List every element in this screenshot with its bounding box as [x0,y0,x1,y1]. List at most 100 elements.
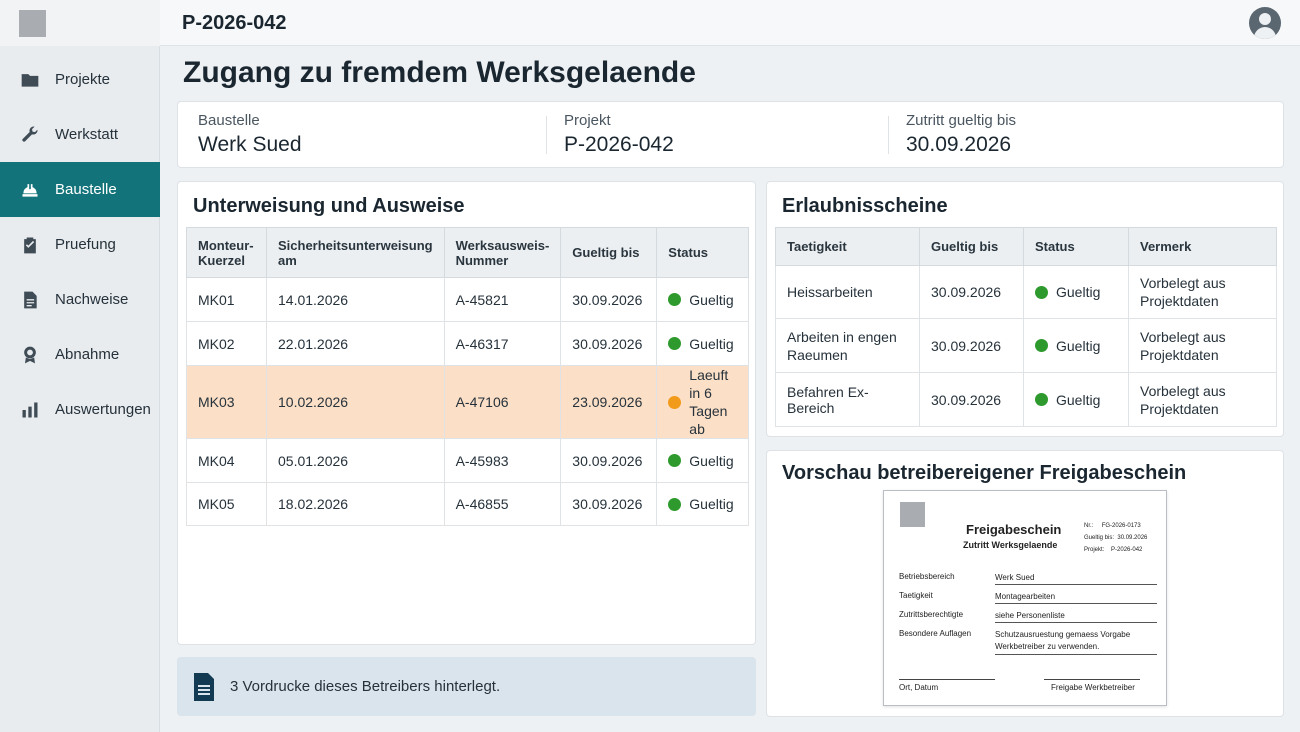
clipboard-check-icon [24,237,36,253]
field-line [995,603,1157,604]
template-notice: 3 Vordrucke dieses Betreibers hinterlegt… [177,657,756,716]
page-title: Zugang zu fremdem Werksgelaende [183,56,696,89]
field-label: Taetigkeit [899,591,933,600]
status-text: Gueltig [689,291,734,308]
status-text: Gueltig [689,452,734,469]
table-row-warning[interactable]: MK03 10.02.2026 A-47106 23.09.2026 Laeuf… [186,365,749,439]
meta-label: Projekt: [1084,547,1105,553]
meta-label: Gueltig bis: [1084,535,1115,541]
document-meta-row: Gueltig bis: 30.09.2026 [1084,535,1147,541]
status-dot-icon [668,337,682,350]
cell-ausweis: A-45821 [443,277,562,322]
table-row[interactable]: MK04 05.01.2026 A-45983 30.09.2026 Guelt… [186,438,749,483]
sidebar-item-label: Werkstatt [55,126,119,143]
cell-kuerzel: MK03 [186,365,267,439]
field-label: Besondere Auflagen [899,629,972,638]
table-row[interactable]: MK01 14.01.2026 A-45821 30.09.2026 Guelt… [186,277,749,322]
avatar[interactable] [1249,7,1281,39]
folder-icon [21,73,39,87]
sidebar-item-werkstatt[interactable]: Werkstatt [0,107,160,162]
column-header[interactable]: Gueltig bis [560,227,658,278]
sidebar-item-nachweise[interactable]: Nachweise [0,272,160,327]
avatar-body-icon [1254,27,1276,39]
cell-status: Gueltig [1023,372,1129,427]
table-row[interactable]: MK02 22.01.2026 A-46317 30.09.2026 Guelt… [186,321,749,366]
info-value: 30.09.2026 [906,133,1012,156]
table-row[interactable]: Befahren Ex-Bereich 30.09.2026 Gueltig V… [775,372,1277,427]
top-bar: P-2026-042 [160,0,1300,46]
table-header-row: Taetigkeit Gueltig bis Status Vermerk [775,227,1277,266]
meta-value: 30.09.2026 [1117,535,1148,541]
sidebar-nav: Projekte Werkstatt Baustelle Pruefung Na… [0,52,160,437]
divider [546,116,547,154]
bar-chart-icon [22,402,38,417]
status-dot-icon [1035,393,1048,406]
cell-gueltig: 30.09.2026 [560,438,658,483]
info-label: Projekt [564,112,611,129]
field-value: siehe Personenliste [995,611,1065,620]
sidebar-item-projekte[interactable]: Projekte [0,52,160,107]
sidebar-item-label: Abnahme [55,346,120,363]
sidebar-item-abnahme[interactable]: Abnahme [0,327,160,382]
field-line [995,654,1157,655]
meta-value: FG-2026-0173 [1101,523,1141,529]
cell-unterweisung: 05.01.2026 [266,438,445,483]
cell-kuerzel: MK02 [186,321,267,366]
field-label: Betriebsbereich [899,572,955,581]
cell-gueltig: 30.09.2026 [919,265,1024,319]
info-value: Werk Sued [198,133,302,156]
document-icon [24,291,37,308]
table-row[interactable]: MK05 18.02.2026 A-46855 30.09.2026 Guelt… [186,482,749,526]
column-header[interactable]: Gueltig bis [919,227,1024,266]
table-header-row: Monteur-Kuerzel Sicherheitsunterweisung … [186,227,749,278]
cell-unterweisung: 22.01.2026 [266,321,445,366]
info-value: P-2026-042 [564,133,674,156]
cell-kuerzel: MK04 [186,438,267,483]
cell-gueltig: 30.09.2026 [919,318,1024,373]
sidebar-item-label: Projekte [55,71,111,88]
document-meta-row: Nr.: FG-2026-0173 [1084,523,1141,529]
column-header[interactable]: Status [656,227,749,278]
column-header[interactable]: Vermerk [1128,227,1277,266]
status-text: Gueltig [689,335,734,352]
sidebar-item-pruefung[interactable]: Pruefung [0,217,160,272]
sidebar-item-label: Nachweise [55,291,129,308]
column-header[interactable]: Monteur-Kuerzel [186,227,267,278]
project-id: P-2026-042 [182,12,287,34]
status-dot-icon [1035,285,1048,299]
document-preview[interactable]: Freigabeschein Zutritt Werksgelaende Nr.… [883,490,1167,706]
cell-gueltig: 30.09.2026 [560,482,658,526]
meta-value: P-2026-042 [1111,547,1143,553]
wrench-icon [22,126,38,142]
signature-label: Freigabe Werkbetreiber [1051,683,1135,692]
table-row[interactable]: Heissarbeiten 30.09.2026 Gueltig Vorbele… [775,265,1277,319]
cell-unterweisung: 14.01.2026 [266,277,445,322]
document-title: Freigabeschein [966,522,1062,537]
column-header[interactable]: Sicherheitsunterweisung am [266,227,445,278]
divider [888,116,889,154]
column-header[interactable]: Status [1023,227,1129,266]
column-header[interactable]: Taetigkeit [775,227,920,266]
column-header[interactable]: Werksausweis-Nummer [443,227,562,278]
sidebar-item-baustelle[interactable]: Baustelle [0,162,160,217]
preview-title: Vorschau betreibereigener Freigabeschein [782,462,1187,484]
sidebar-item-label: Baustelle [55,181,117,198]
cell-vermerk: Vorbelegt aus Projektdaten [1128,372,1277,427]
status-dot-icon [668,293,682,306]
avatar-head-icon [1259,13,1271,25]
field-value: Werk Sued [995,573,1035,582]
status-dot-icon [668,395,682,409]
signature-line [899,679,995,680]
info-card: Baustelle Werk Sued Projekt P-2026-042 Z… [177,101,1284,168]
info-baustelle: Baustelle Werk Sued [198,112,302,157]
info-label: Baustelle [198,112,260,129]
table-row[interactable]: Arbeiten in engen Raeumen 30.09.2026 Gue… [775,318,1277,373]
sidebar: Projekte Werkstatt Baustelle Pruefung Na… [0,0,160,732]
status-dot-icon [1035,339,1048,352]
erlaubnis-card: Erlaubnisscheine Taetigkeit Gueltig bis … [766,181,1284,437]
sidebar-item-auswertungen[interactable]: Auswertungen [0,382,160,437]
hardhat-icon [22,183,38,197]
erlaubnis-table: Taetigkeit Gueltig bis Status Vermerk He… [775,227,1277,427]
status-dot-icon [668,497,682,511]
cell-status: Laeuft in 6 Tagen ab [656,365,749,439]
